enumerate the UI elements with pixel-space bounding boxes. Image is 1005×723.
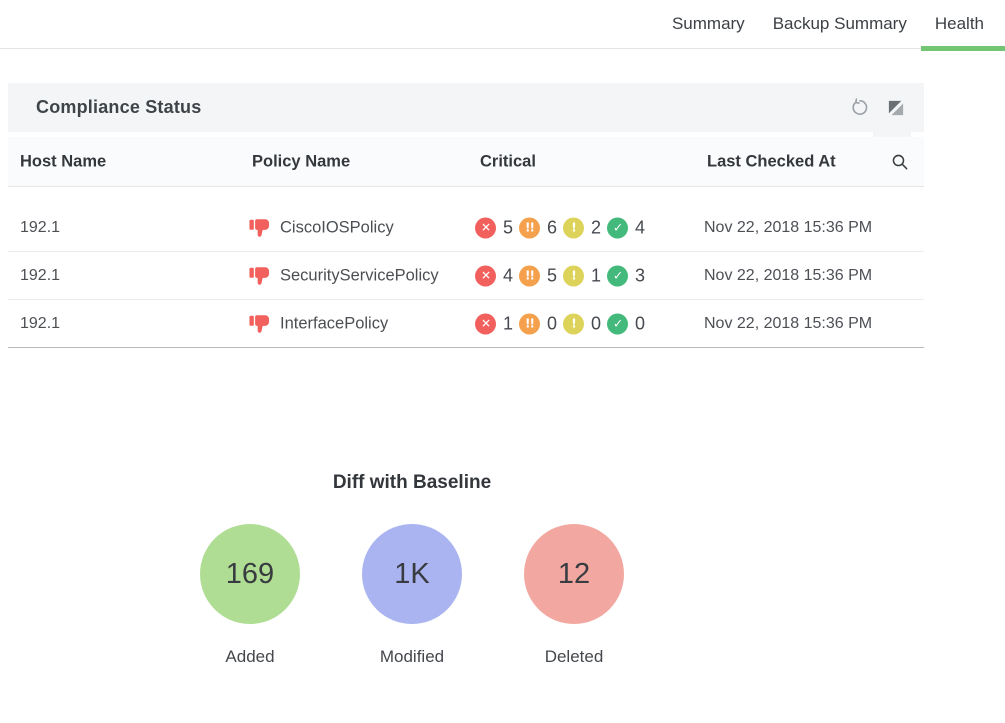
table-row[interactable]: 192.1 SecurityServicePolicy ✕ 4 !! 5 ! 1 ✓ 3… <box>8 252 924 300</box>
severity-compliant: ✓ 4 <box>607 217 645 238</box>
exclamation-icon: ! <box>563 265 585 286</box>
policy-name-cell: InterfacePolicy <box>248 313 388 334</box>
table-body: 192.1 CiscoIOSPolicy ✕ 5 !! 6 ! 2 ✓ 4 Nov 22… <box>8 187 924 348</box>
diff-added[interactable]: 169 Added <box>200 524 300 667</box>
tab-health[interactable]: Health <box>920 0 1005 51</box>
critical-count: 5 <box>503 217 514 237</box>
thumbs-down-icon <box>248 217 271 238</box>
deleted-circle: 12 <box>524 524 624 624</box>
refresh-icon[interactable] <box>850 98 869 117</box>
table-header-row: Host Name Policy Name Critical Last Chec… <box>8 137 924 187</box>
expand-icon[interactable] <box>888 100 904 116</box>
diff-with-baseline-section: Diff with Baseline 169 Added 1K Modified… <box>0 472 824 667</box>
last-checked-cell: Nov 22, 2018 15:36 PM <box>704 314 873 332</box>
severity-critical: ✕ 1 <box>475 313 513 334</box>
critical-x-icon: ✕ <box>475 217 496 238</box>
modified-circle: 1K <box>362 524 462 624</box>
major-count: 0 <box>547 313 558 333</box>
diff-section-title: Diff with Baseline <box>332 472 492 493</box>
last-checked-cell: Nov 22, 2018 15:36 PM <box>704 266 873 284</box>
compliant-count: 4 <box>635 217 646 237</box>
diff-deleted[interactable]: 12 Deleted <box>524 524 624 667</box>
thumbs-down-icon <box>248 265 271 286</box>
critical-x-icon: ✕ <box>475 265 496 286</box>
severity-critical: ✕ 5 <box>475 217 513 238</box>
severity-major: !! 6 <box>519 217 557 238</box>
tab-health-label: Health <box>934 14 984 33</box>
severity-warning: ! 1 <box>563 265 601 286</box>
warning-count: 1 <box>591 265 602 285</box>
major-count: 5 <box>547 265 558 285</box>
table-row[interactable]: 192.1 InterfacePolicy ✕ 1 !! 0 ! 0 ✓ 0 Nov 2… <box>8 300 924 348</box>
check-icon: ✓ <box>607 217 629 238</box>
modified-value: 1K <box>394 557 430 590</box>
added-value: 169 <box>225 557 275 590</box>
severity-counts-cell: ✕ 1 !! 0 ! 0 ✓ 0 <box>475 313 651 334</box>
column-header-critical: Critical <box>480 152 536 170</box>
table-row[interactable]: 192.1 CiscoIOSPolicy ✕ 5 !! 6 ! 2 ✓ 4 Nov 22… <box>8 204 924 252</box>
severity-counts-cell: ✕ 5 !! 6 ! 2 ✓ 4 <box>475 217 651 238</box>
tab-backup-summary-label: Backup Summary <box>772 14 907 33</box>
critical-x-icon: ✕ <box>475 313 496 334</box>
column-header-policy-name: Policy Name <box>252 152 351 170</box>
added-circle: 169 <box>200 524 300 624</box>
panel-header-notch <box>873 132 911 138</box>
column-header-host-name: Host Name <box>20 152 107 170</box>
policy-name-cell: SecurityServicePolicy <box>248 265 439 286</box>
tab-summary[interactable]: Summary <box>658 0 759 48</box>
last-checked-cell: Nov 22, 2018 15:36 PM <box>704 218 873 236</box>
tab-summary-label: Summary <box>671 14 745 33</box>
column-header-last-checked: Last Checked At <box>707 152 836 170</box>
exclamation-icon: ! <box>563 313 585 334</box>
check-icon: ✓ <box>607 313 629 334</box>
compliance-status-panel: Compliance Status Host Name Policy Name … <box>8 83 924 348</box>
compliant-count: 3 <box>635 265 646 285</box>
diff-circles: 169 Added 1K Modified 12 Deleted <box>0 524 824 667</box>
major-count: 6 <box>547 217 558 237</box>
search-icon[interactable] <box>891 153 909 171</box>
policy-name-label: InterfacePolicy <box>280 314 389 332</box>
exclamation-icon: ! <box>563 217 585 238</box>
double-exclamation-icon: !! <box>519 313 541 334</box>
compliant-count: 0 <box>635 313 646 333</box>
critical-count: 4 <box>503 265 514 285</box>
check-icon: ✓ <box>607 265 629 286</box>
critical-count: 1 <box>503 313 514 333</box>
severity-compliant: ✓ 0 <box>607 313 645 334</box>
severity-major: !! 0 <box>519 313 557 334</box>
severity-critical: ✕ 4 <box>475 265 513 286</box>
deleted-label: Deleted <box>544 647 604 666</box>
panel-header: Compliance Status <box>8 83 924 132</box>
severity-warning: ! 2 <box>563 217 601 238</box>
host-name-cell: 192.1 <box>20 266 61 284</box>
added-label: Added <box>225 647 275 666</box>
severity-compliant: ✓ 3 <box>607 265 645 286</box>
double-exclamation-icon: !! <box>519 217 541 238</box>
panel-title: Compliance Status <box>36 97 202 117</box>
panel-actions <box>850 98 904 117</box>
policy-name-cell: CiscoIOSPolicy <box>248 217 394 238</box>
policy-name-label: CiscoIOSPolicy <box>280 218 394 236</box>
double-exclamation-icon: !! <box>519 265 541 286</box>
modified-label: Modified <box>379 647 445 666</box>
diff-modified[interactable]: 1K Modified <box>362 524 462 667</box>
policy-name-label: SecurityServicePolicy <box>280 266 439 284</box>
warning-count: 2 <box>591 217 602 237</box>
deleted-value: 12 <box>557 557 591 590</box>
active-tab-underline <box>920 46 1005 51</box>
severity-major: !! 5 <box>519 265 557 286</box>
severity-counts-cell: ✕ 4 !! 5 ! 1 ✓ 3 <box>475 265 651 286</box>
thumbs-down-icon <box>248 313 271 334</box>
host-name-cell: 192.1 <box>20 218 61 236</box>
tab-backup-summary[interactable]: Backup Summary <box>759 0 921 48</box>
severity-warning: ! 0 <box>563 313 601 334</box>
host-name-cell: 192.1 <box>20 314 61 332</box>
warning-count: 0 <box>591 313 602 333</box>
top-tab-bar: Summary Backup Summary Health <box>0 0 1005 51</box>
